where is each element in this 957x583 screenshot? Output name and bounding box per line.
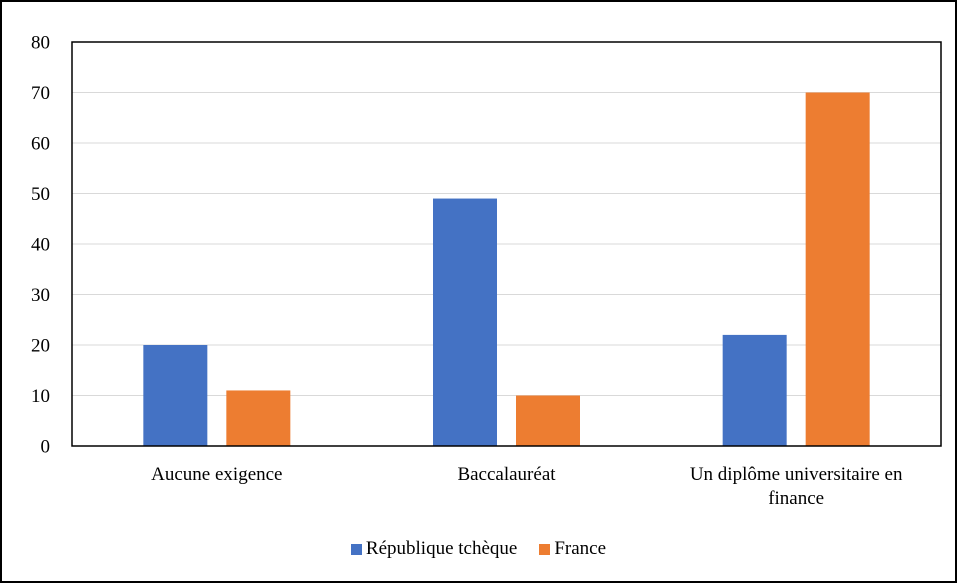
y-tick-label: 30 bbox=[31, 285, 50, 306]
legend-swatch bbox=[350, 543, 362, 555]
x-tick-label: Aucune exigence bbox=[151, 464, 283, 485]
y-tick-label: 40 bbox=[31, 234, 50, 255]
legend-item: France bbox=[539, 538, 606, 560]
y-tick-label: 60 bbox=[31, 133, 50, 154]
legend: République tchèque France bbox=[0, 538, 957, 560]
y-tick-label: 0 bbox=[41, 436, 51, 457]
plot-frame bbox=[71, 41, 942, 447]
bar bbox=[143, 345, 208, 446]
y-tick-label: 80 bbox=[31, 32, 50, 53]
legend-label: République tchèque bbox=[365, 538, 518, 559]
x-tick-label: Un diplôme universitaire en finance bbox=[689, 464, 903, 509]
y-tick-label: 70 bbox=[31, 83, 50, 104]
y-tick-label: 50 bbox=[31, 184, 50, 205]
bar bbox=[805, 92, 870, 446]
legend-swatch bbox=[539, 543, 551, 555]
y-tick-label: 10 bbox=[31, 386, 50, 407]
bar bbox=[516, 395, 580, 446]
y-tick-label: 20 bbox=[31, 335, 50, 356]
bar bbox=[433, 198, 497, 446]
bar bbox=[722, 334, 787, 446]
legend-item: République tchèque bbox=[350, 538, 518, 560]
x-tick-label: Baccalauréat bbox=[457, 464, 556, 485]
bar bbox=[226, 390, 291, 446]
legend-label: France bbox=[554, 538, 607, 559]
